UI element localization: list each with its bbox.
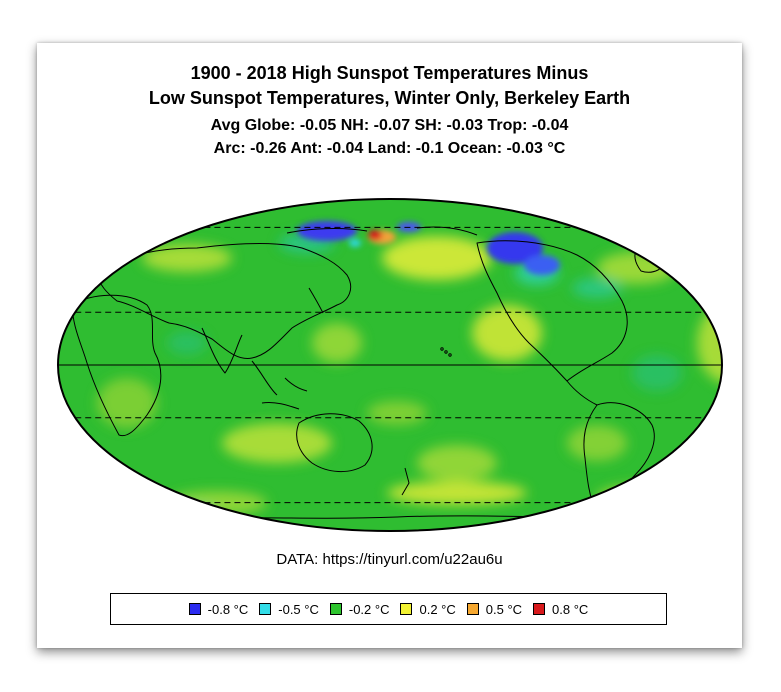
legend-item: 0.8 °C [533, 602, 588, 617]
map-field [58, 199, 722, 531]
color-legend: -0.8 °C -0.5 °C -0.2 °C 0.2 °C 0.5 °C 0.… [110, 593, 667, 625]
legend-item: 0.5 °C [466, 601, 523, 617]
legend-label: -0.8 °C [207, 601, 249, 617]
figure-card: 1900 - 2018 High Sunspot Temperatures Mi… [37, 43, 742, 648]
legend-label: -0.2 °C [348, 601, 390, 617]
strong-anomaly-patches [297, 221, 560, 275]
legend-swatch [533, 603, 546, 615]
map-border [57, 198, 723, 532]
legend-label: 0.2 °C [419, 601, 456, 617]
legend-item: -0.2 °C [329, 601, 390, 617]
world-map [57, 198, 723, 532]
legend-label: -0.5 °C [278, 601, 319, 617]
data-source-text: DATA: https://tinyurl.com/u22au6u [276, 551, 503, 568]
title-line-1: 1900 - 2018 High Sunspot Temperatures Mi… [190, 63, 589, 83]
legend-swatch [466, 603, 479, 615]
stats-line-2: Arc: -0.26 Ant: -0.04 Land: -0.1 Ocean: … [213, 140, 566, 157]
legend-swatch [188, 603, 201, 615]
legend-swatch [259, 603, 272, 615]
legend-item: -0.8 °C [188, 601, 249, 617]
legend-label: 0.5 °C [485, 601, 523, 617]
title-line-2: Low Sunspot Temperatures, Winter Only, B… [148, 88, 631, 108]
stats-line-1: Avg Globe: -0.05 NH: -0.07 SH: -0.03 Tro… [210, 117, 569, 134]
legend-item: 0.2 °C [400, 601, 456, 617]
legend-swatch [400, 603, 413, 615]
legend-swatch [329, 603, 342, 615]
latitude-lines [58, 226, 722, 504]
legend-item: -0.5 °C [259, 602, 319, 617]
legend-label: 0.8 °C [552, 601, 589, 617]
